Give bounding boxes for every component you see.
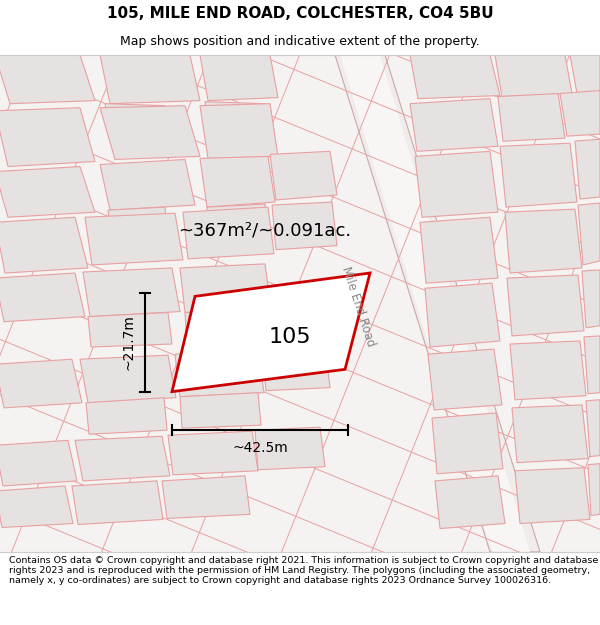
Polygon shape	[510, 341, 586, 400]
Polygon shape	[420, 217, 498, 283]
Polygon shape	[0, 166, 95, 217]
Polygon shape	[172, 273, 370, 392]
Polygon shape	[415, 151, 498, 218]
Polygon shape	[200, 156, 275, 207]
Polygon shape	[0, 486, 73, 528]
Polygon shape	[495, 55, 572, 97]
Polygon shape	[582, 270, 600, 328]
Polygon shape	[168, 431, 258, 475]
Polygon shape	[83, 268, 180, 317]
Text: 105: 105	[269, 327, 311, 347]
Polygon shape	[335, 55, 540, 552]
Polygon shape	[0, 273, 85, 322]
Text: Map shows position and indicative extent of the property.: Map shows position and indicative extent…	[120, 35, 480, 48]
Polygon shape	[428, 349, 502, 410]
Text: ~42.5m: ~42.5m	[232, 441, 288, 456]
Polygon shape	[0, 441, 77, 486]
Polygon shape	[200, 104, 278, 158]
Polygon shape	[270, 151, 337, 200]
Polygon shape	[185, 309, 267, 344]
Polygon shape	[507, 275, 584, 336]
Polygon shape	[75, 436, 170, 481]
Polygon shape	[180, 392, 261, 428]
Polygon shape	[0, 55, 95, 104]
Polygon shape	[575, 139, 600, 199]
Polygon shape	[86, 398, 167, 434]
Polygon shape	[205, 102, 268, 134]
Polygon shape	[0, 107, 95, 166]
Polygon shape	[262, 346, 330, 391]
Polygon shape	[180, 264, 271, 312]
Polygon shape	[200, 55, 278, 101]
Polygon shape	[410, 99, 498, 151]
Text: Mile End Road: Mile End Road	[339, 265, 377, 348]
Polygon shape	[500, 143, 577, 207]
Polygon shape	[80, 355, 176, 403]
Polygon shape	[586, 400, 600, 456]
Polygon shape	[207, 204, 267, 242]
Polygon shape	[570, 55, 600, 94]
Polygon shape	[175, 350, 264, 397]
Polygon shape	[432, 413, 503, 474]
Polygon shape	[183, 207, 274, 259]
Polygon shape	[108, 207, 168, 246]
Polygon shape	[272, 202, 337, 250]
Polygon shape	[0, 359, 82, 408]
Polygon shape	[162, 476, 250, 518]
Polygon shape	[410, 55, 500, 99]
Polygon shape	[105, 104, 170, 136]
Polygon shape	[578, 203, 600, 265]
Polygon shape	[512, 405, 588, 462]
Polygon shape	[560, 91, 600, 136]
Polygon shape	[100, 106, 200, 159]
Polygon shape	[425, 283, 500, 347]
Polygon shape	[505, 209, 582, 273]
Polygon shape	[255, 427, 325, 470]
Polygon shape	[88, 312, 172, 347]
Polygon shape	[498, 94, 565, 141]
Polygon shape	[72, 481, 163, 524]
Polygon shape	[340, 55, 530, 552]
Polygon shape	[100, 159, 195, 210]
Text: Contains OS data © Crown copyright and database right 2021. This information is : Contains OS data © Crown copyright and d…	[9, 556, 598, 586]
Text: ~21.7m: ~21.7m	[122, 314, 136, 371]
Text: ~367m²/~0.091ac.: ~367m²/~0.091ac.	[178, 221, 352, 239]
Polygon shape	[85, 213, 183, 265]
Polygon shape	[0, 55, 600, 552]
Polygon shape	[435, 476, 505, 529]
Polygon shape	[515, 468, 590, 524]
Text: 105, MILE END ROAD, COLCHESTER, CO4 5BU: 105, MILE END ROAD, COLCHESTER, CO4 5BU	[107, 6, 493, 21]
Polygon shape	[584, 336, 600, 394]
Polygon shape	[588, 464, 600, 516]
Polygon shape	[100, 55, 200, 104]
Polygon shape	[0, 217, 88, 273]
